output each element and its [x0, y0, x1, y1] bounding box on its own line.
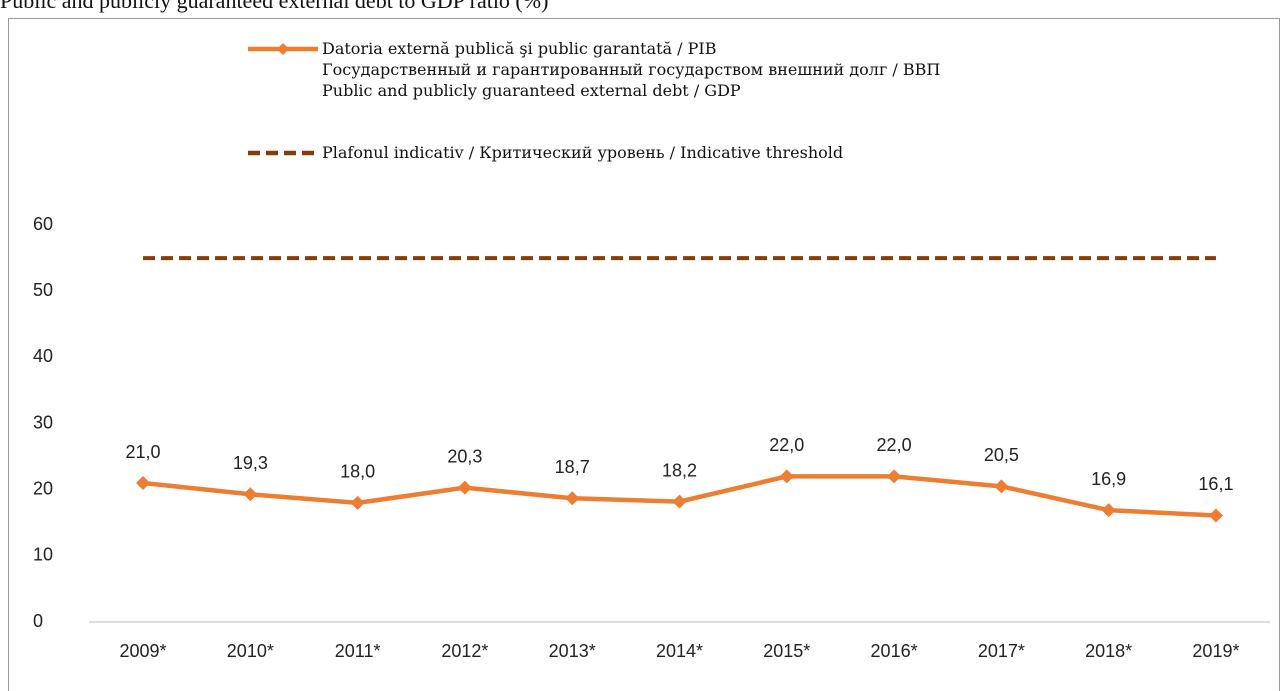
data-label: 18,7: [555, 457, 590, 477]
x-tick-label: 2018*: [1085, 641, 1132, 661]
y-tick-label: 10: [33, 545, 53, 565]
data-label: 20,5: [984, 445, 1019, 465]
legend-label: Plafonul indicativ / Критический уровень…: [322, 143, 844, 162]
y-tick-label: 20: [33, 478, 53, 498]
y-tick-label: 60: [33, 214, 53, 234]
chart-title: Public and publicly guaranteed external …: [0, 0, 549, 13]
x-tick-label: 2011*: [335, 641, 381, 661]
data-label: 22,0: [877, 435, 912, 455]
x-tick-label: 2013*: [549, 641, 596, 661]
x-tick-label: 2012*: [441, 641, 488, 661]
data-label: 18,2: [662, 460, 697, 480]
legend-label: Datoria externă publică şi public garant…: [322, 39, 941, 100]
marker: [672, 494, 687, 509]
data-label: 22,0: [769, 435, 804, 455]
marker: [1101, 503, 1116, 518]
marker: [1208, 508, 1223, 523]
data-label: 19,3: [233, 453, 268, 473]
y-tick-label: 30: [33, 412, 53, 432]
marker: [350, 495, 365, 510]
x-tick-label: 2016*: [871, 641, 918, 661]
x-tick-label: 2014*: [656, 641, 703, 661]
legend-marker: [277, 43, 289, 55]
marker: [457, 480, 472, 495]
marker: [565, 491, 580, 506]
x-tick-label: 2009*: [120, 641, 167, 661]
y-tick-label: 40: [33, 346, 53, 366]
y-tick-label: 0: [33, 611, 43, 631]
x-tick-label: 2010*: [227, 641, 274, 661]
data-label: 21,0: [126, 442, 161, 462]
x-tick-label: 2015*: [763, 641, 810, 661]
marker: [136, 476, 151, 491]
marker: [994, 479, 1009, 494]
y-tick-label: 50: [33, 280, 53, 300]
marker: [779, 469, 794, 484]
data-label: 16,1: [1198, 474, 1233, 494]
marker: [243, 487, 258, 502]
data-label: 20,3: [447, 446, 482, 466]
data-label: 18,0: [340, 462, 375, 482]
x-tick-label: 2017*: [978, 641, 1025, 661]
x-tick-label: 2019*: [1192, 641, 1239, 661]
marker: [887, 469, 902, 484]
chart-border: [8, 18, 1280, 691]
data-label: 16,9: [1091, 469, 1126, 489]
